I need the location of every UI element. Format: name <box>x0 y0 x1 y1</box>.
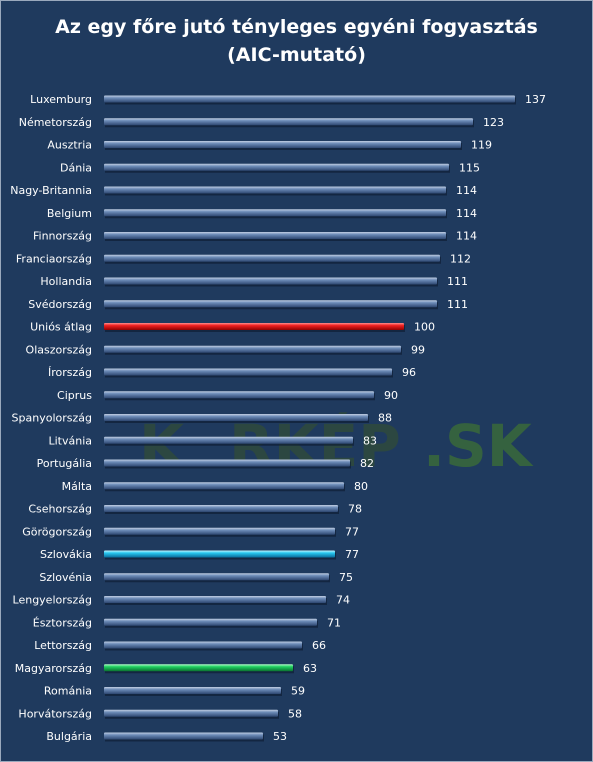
bar-unios-atlag <box>104 323 404 330</box>
value-label-dania: 115 <box>459 161 480 174</box>
value-label-csehorszag: 78 <box>348 503 362 516</box>
category-label-finnorszag: Finnország <box>33 230 92 243</box>
category-label-dania: Dánia <box>60 161 92 174</box>
value-label-malta: 80 <box>354 480 368 493</box>
bar-portugalia <box>104 459 350 467</box>
value-label-svedorszag: 111 <box>447 298 468 311</box>
value-label-gorogorszag: 77 <box>345 525 359 538</box>
category-label-csehorszag: Csehország <box>28 503 92 516</box>
value-label-ausztria: 119 <box>471 139 492 152</box>
bar-nagy-britannia <box>104 186 446 194</box>
category-label-litvania: Litvánia <box>48 434 92 447</box>
bar-esztorszag <box>104 618 317 626</box>
category-label-spanyolorszag: Spanyolország <box>12 412 92 425</box>
value-label-irorszag: 96 <box>402 366 416 379</box>
bar-lettorszag <box>104 641 302 649</box>
value-label-esztorszag: 71 <box>327 616 341 629</box>
bar-szlovenia <box>104 573 329 581</box>
category-label-lengyelorszag: Lengyelország <box>13 594 92 607</box>
bar-lengyelorszag <box>104 596 326 603</box>
category-label-luxemburg: Luxemburg <box>30 93 92 106</box>
category-label-magyarorszag: Magyarország <box>15 662 92 675</box>
category-label-nemetorszag: Németország <box>19 116 92 129</box>
value-label-nemetorszag: 123 <box>483 116 504 129</box>
category-label-gorogorszag: Görögország <box>22 525 92 538</box>
bar-luxemburg <box>104 95 515 103</box>
value-label-lengyelorszag: 74 <box>336 594 350 607</box>
watermark-text-left: K <box>139 412 186 480</box>
bar-svedorszag <box>104 300 437 308</box>
value-label-szlovakia: 77 <box>345 548 359 561</box>
category-label-irorszag: Írország <box>48 366 92 379</box>
bar-litvania <box>104 436 353 444</box>
category-label-szlovakia: Szlovákia <box>40 548 92 561</box>
value-label-spanyolorszag: 88 <box>378 412 392 425</box>
value-label-hollandia: 111 <box>447 275 468 288</box>
value-label-luxemburg: 137 <box>525 93 546 106</box>
category-label-esztorszag: Észtország <box>33 616 92 629</box>
value-label-olaszorszag: 99 <box>411 343 425 356</box>
value-label-unios-atlag: 100 <box>414 321 435 334</box>
value-label-ciprus: 90 <box>384 389 398 402</box>
bar-szlovakia <box>104 550 335 558</box>
category-label-portugalia: Portugália <box>37 457 92 470</box>
chart-title-line-2: (AIC-mutató) <box>227 44 366 66</box>
bar-gorogorszag <box>104 527 335 535</box>
category-label-olaszorszag: Olaszország <box>26 343 92 356</box>
category-label-hollandia: Hollandia <box>40 275 92 288</box>
value-label-magyarorszag: 63 <box>303 662 317 675</box>
category-label-franciaorszag: Franciaország <box>16 252 92 265</box>
bar-ciprus <box>104 391 374 399</box>
value-label-portugalia: 82 <box>360 457 374 470</box>
category-label-bulgaria: Bulgária <box>46 730 92 743</box>
bar-olaszorszag <box>104 345 401 353</box>
bar-spanyolorszag <box>104 414 368 421</box>
bars-layer: Luxemburg 137 Németország 123 Ausztria 119 Dán… <box>10 93 546 743</box>
bar-franciaorszag <box>104 254 440 262</box>
bar-belgium <box>104 209 446 217</box>
bar-ausztria <box>104 141 461 148</box>
bar-magyarorszag <box>104 664 293 672</box>
bar-hollandia <box>104 277 437 285</box>
value-label-lettorszag: 66 <box>312 639 326 652</box>
category-label-malta: Málta <box>62 480 92 493</box>
bar-malta <box>104 482 344 490</box>
category-label-belgium: Belgium <box>47 207 92 220</box>
category-label-svedorszag: Svédország <box>28 298 92 311</box>
category-label-szlovenia: Szlovénia <box>39 571 92 584</box>
category-label-romania: Románia <box>44 685 92 698</box>
value-label-franciaorszag: 112 <box>450 252 471 265</box>
value-label-horvatorszag: 58 <box>288 707 302 720</box>
category-label-nagy-britannia: Nagy-Britannia <box>10 184 92 197</box>
bar-horvatorszag <box>104 709 278 717</box>
bar-finnorszag <box>104 232 446 239</box>
value-label-belgium: 114 <box>456 207 477 220</box>
value-label-nagy-britannia: 114 <box>456 184 477 197</box>
category-label-lettorszag: Lettország <box>34 639 92 652</box>
bar-romania <box>104 687 281 694</box>
bar-dania <box>104 163 449 171</box>
value-label-litvania: 83 <box>363 434 377 447</box>
bar-nemetorszag <box>104 118 473 126</box>
watermark-text-suffix: .SK <box>423 412 534 480</box>
value-label-szlovenia: 75 <box>339 571 353 584</box>
category-label-horvatorszag: Horvátország <box>18 707 92 720</box>
category-label-ausztria: Ausztria <box>47 139 92 152</box>
bar-irorszag <box>104 368 392 376</box>
category-label-ciprus: Ciprus <box>57 389 92 402</box>
chart-title: Az egy főre jutó tényleges egyéni fogyas… <box>1 13 592 69</box>
category-label-unios-atlag: Uniós átlag <box>30 321 92 334</box>
value-label-finnorszag: 114 <box>456 230 477 243</box>
bar-bulgaria <box>104 732 263 740</box>
value-label-bulgaria: 53 <box>273 730 287 743</box>
chart-title-line-1: Az egy főre jutó tényleges egyéni fogyas… <box>55 16 538 38</box>
bar-csehorszag <box>104 505 338 512</box>
value-label-romania: 59 <box>291 685 305 698</box>
